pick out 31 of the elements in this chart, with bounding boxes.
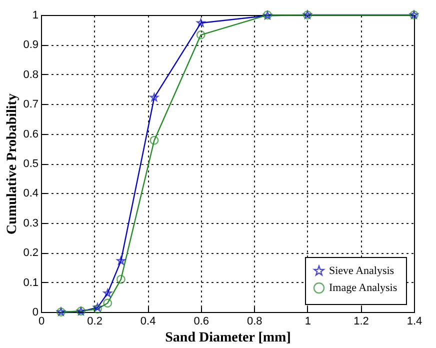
y-axis-title: Cumulative Probability bbox=[5, 94, 20, 234]
y-tick-label: 0.8 bbox=[23, 68, 38, 81]
point bbox=[103, 298, 112, 308]
legend-label: Sieve Analysis bbox=[329, 265, 394, 277]
y-tick-label: 0.6 bbox=[23, 128, 38, 140]
x-tick-label: 0.2 bbox=[87, 316, 102, 328]
point bbox=[103, 288, 112, 298]
legend-label: Image Analysis bbox=[329, 282, 398, 294]
y-tick-label: 0.2 bbox=[23, 247, 38, 260]
y-tick-label: 0.4 bbox=[23, 188, 38, 200]
y-tick-label: 0.1 bbox=[23, 276, 38, 289]
point bbox=[196, 18, 206, 27]
point bbox=[150, 93, 159, 102]
x-tick-label: 0.4 bbox=[140, 316, 156, 328]
y-tick-label: 0 bbox=[32, 306, 38, 318]
x-tick-label: 1 bbox=[304, 316, 311, 328]
y-tick-label: 0.5 bbox=[23, 158, 38, 170]
y-tick-label: 0.7 bbox=[23, 98, 38, 111]
y-tick-label: 1 bbox=[32, 10, 38, 22]
y-tick-label: 0.9 bbox=[23, 39, 38, 52]
point bbox=[116, 256, 126, 265]
point bbox=[196, 30, 206, 40]
x-tick-label: 1.4 bbox=[406, 316, 422, 328]
point bbox=[93, 304, 102, 314]
x-axis-title: Sand Diameter [mm] bbox=[165, 330, 291, 346]
x-tick-label: 1.2 bbox=[354, 316, 369, 328]
y-tick-label: 0.3 bbox=[23, 217, 38, 230]
x-tick-label: 0.8 bbox=[246, 316, 262, 328]
point bbox=[150, 136, 159, 145]
x-tick-label: 0.6 bbox=[194, 316, 210, 328]
point bbox=[116, 274, 126, 284]
